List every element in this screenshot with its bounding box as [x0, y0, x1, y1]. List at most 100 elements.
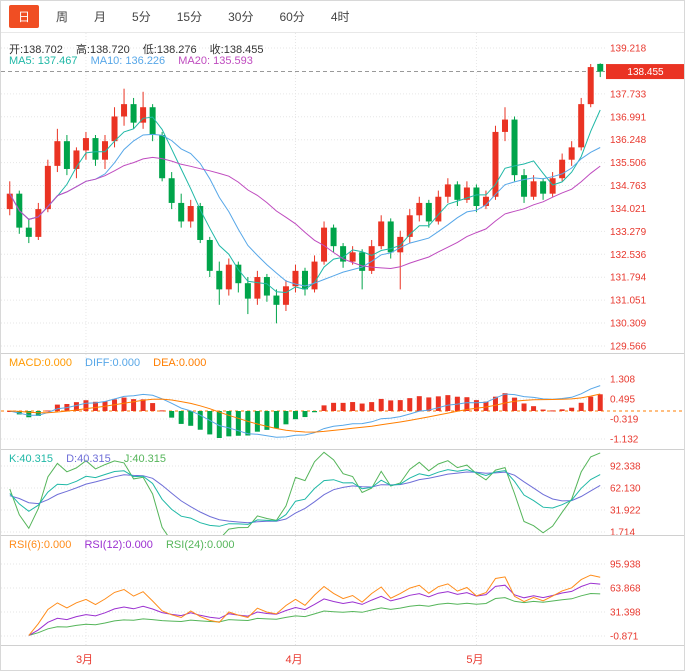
macd-bar — [54, 404, 60, 411]
indicator-line — [9, 469, 601, 527]
candle-body — [463, 187, 470, 200]
macd-bar — [597, 394, 603, 411]
candle-body — [235, 264, 242, 284]
current-price-marker — [606, 64, 684, 80]
macd-bar — [369, 402, 375, 411]
macd-bar — [283, 411, 289, 425]
diff-value: DIFF:0.000 — [85, 357, 141, 369]
month-label-april: 4月 — [285, 654, 303, 666]
indicator-line — [9, 451, 601, 535]
candle-body — [140, 107, 147, 123]
kdj-panel[interactable]: K:40.315 D:40.315 J:40.315 92.338 62.130 3… — [1, 449, 684, 535]
tab-5min[interactable]: 5分 — [132, 10, 151, 24]
macd-bar — [359, 403, 365, 411]
tab-30min[interactable]: 30分 — [228, 10, 254, 24]
candle-body — [397, 236, 404, 253]
macd-bar — [35, 411, 41, 416]
candle-body — [549, 178, 556, 194]
candle-body — [273, 295, 280, 305]
rsi-readout: RSI(6):0.000 RSI(12):0.000 RSI(24):0.000 — [9, 539, 244, 551]
macd-bar — [350, 402, 356, 411]
ma5-readout: MA5: 137.467 — [9, 55, 78, 67]
macd-bar — [540, 409, 546, 411]
candle-body — [425, 202, 432, 222]
y-tick-label: 130.309 — [610, 319, 647, 330]
candle-body — [159, 135, 166, 179]
candle-body — [282, 286, 289, 305]
y-tick-label: 0.495 — [610, 395, 635, 406]
macd-readout: MACD:0.000 DIFF:0.000 DEA:0.000 — [9, 357, 216, 369]
macd-bar — [559, 409, 565, 411]
macd-bar — [531, 406, 537, 411]
candle-body — [63, 141, 70, 169]
rsi-panel[interactable]: RSI(6):0.000 RSI(12):0.000 RSI(24):0.000… — [1, 535, 684, 645]
macd-bar — [254, 411, 260, 432]
tab-monthly[interactable]: 月 — [94, 10, 107, 24]
macd-bar — [312, 411, 318, 413]
candle-body — [35, 209, 42, 237]
rsi24-value: RSI(24):0.000 — [165, 539, 235, 551]
candle-body — [587, 67, 594, 105]
macd-bar — [521, 403, 527, 411]
candle-body — [482, 196, 489, 207]
candle-body — [44, 165, 51, 210]
close-readout: 收:138.455 — [209, 44, 264, 56]
indicator-line — [28, 592, 601, 636]
candle-body — [25, 227, 32, 237]
candle-body — [359, 252, 366, 271]
tab-daily[interactable]: 日 — [9, 5, 40, 28]
macd-bar — [378, 398, 384, 411]
macd-chart: 1.308 0.495 -0.319 -1.132 — [1, 354, 684, 449]
candle-body — [216, 270, 223, 290]
indicator-line — [9, 393, 601, 433]
candle-body — [540, 181, 547, 194]
macd-bar — [435, 396, 441, 411]
macd-value: MACD:0.000 — [9, 357, 72, 369]
indicator-line — [28, 582, 601, 636]
macd-bar — [588, 396, 594, 411]
candle-body — [454, 184, 461, 200]
macd-bar — [407, 398, 413, 411]
macd-bar — [92, 401, 98, 411]
main-chart-panel[interactable]: 开:138.702 高:138.720 低:138.276 收:138.455 … — [1, 33, 684, 353]
indicator-line — [9, 109, 601, 294]
candle-body — [349, 252, 356, 262]
macd-bar — [45, 410, 51, 412]
tab-4hour[interactable]: 4时 — [330, 10, 350, 24]
macd-panel[interactable]: MACD:0.000 DIFF:0.000 DEA:0.000 1.308 0.4… — [1, 353, 684, 449]
macd-bar — [207, 411, 213, 435]
y-tick-label: 131.051 — [610, 296, 647, 307]
ohlc-readout: 开:138.702 高:138.720 低:138.276 收:138.455 — [9, 41, 274, 57]
x-axis: 3月 4月 5月 — [1, 645, 684, 670]
tab-60min[interactable]: 60分 — [279, 10, 305, 24]
y-tick-label: 63.868 — [610, 584, 641, 595]
candle-body — [197, 206, 204, 240]
macd-bar — [188, 411, 194, 426]
candle-body — [530, 181, 537, 197]
tab-15min[interactable]: 15分 — [176, 10, 203, 24]
candle-body — [578, 104, 585, 148]
candle-body — [597, 63, 604, 72]
candle-body — [321, 227, 328, 262]
macd-bar — [473, 400, 479, 411]
candle-body — [330, 227, 337, 247]
candle-body — [121, 104, 128, 117]
candle-body — [444, 184, 451, 197]
tab-weekly[interactable]: 周 — [56, 10, 69, 24]
candle-body — [102, 141, 108, 160]
candle-body — [263, 277, 270, 296]
candle-body — [111, 116, 118, 142]
kdj-readout: K:40.315 D:40.315 J:40.315 — [9, 453, 176, 465]
macd-bar — [397, 400, 403, 411]
macd-bar — [216, 411, 222, 438]
candle-body — [54, 141, 61, 166]
y-tick-label: 1.714 — [610, 528, 635, 536]
candle-body — [6, 193, 13, 210]
macd-bar — [73, 402, 79, 411]
macd-bar — [292, 411, 298, 420]
candle-body — [387, 221, 394, 253]
candle-body — [206, 239, 213, 271]
y-tick-label: 137.733 — [610, 89, 647, 100]
month-label-march: 3月 — [75, 654, 94, 666]
